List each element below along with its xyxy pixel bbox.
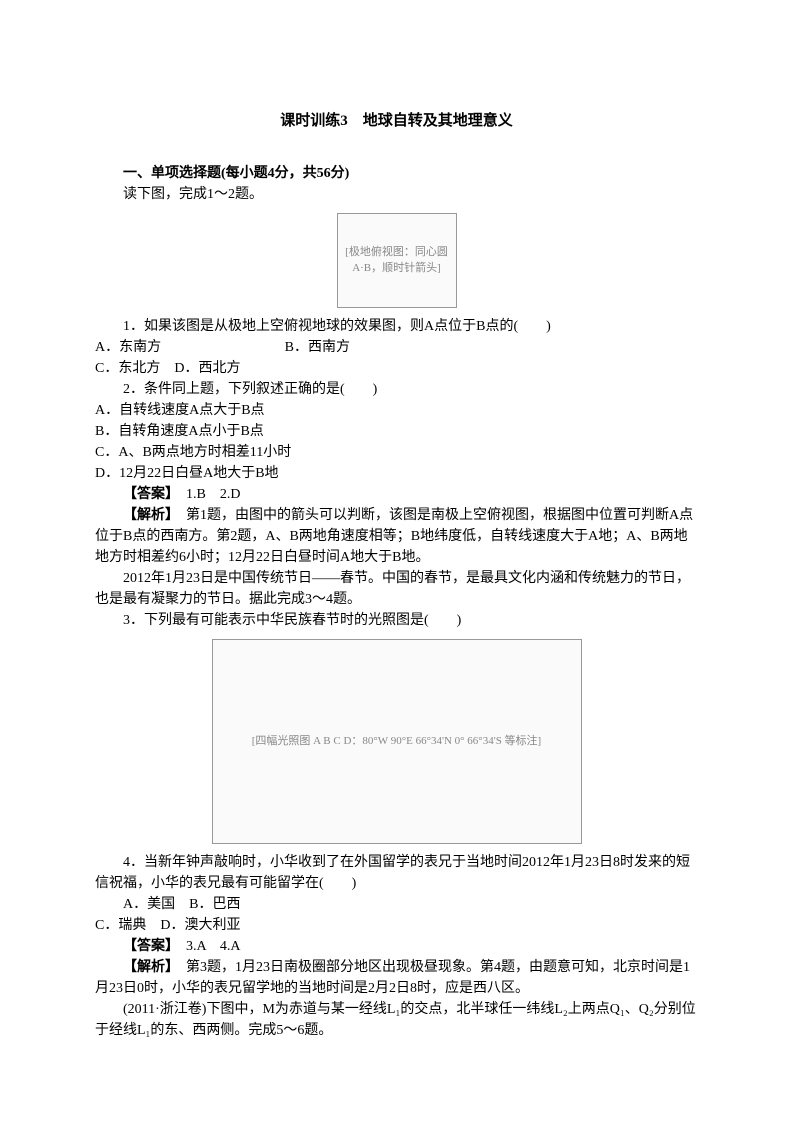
- q4-options-line1: A．美国 B．巴西: [95, 894, 698, 915]
- explain-1-2-label: 【解析】: [123, 508, 172, 523]
- answer-1-2-label: 【答案】: [123, 487, 172, 502]
- section-header: 一、单项选择题(每小题4分，共56分): [95, 163, 698, 184]
- q4-stem: 4．当新年钟声敲响时，小华收到了在外国留学的表兄于当地时间2012年1月23日8…: [95, 852, 698, 894]
- figure-2: [四幅光照图 A B C D：80°W 90°E 66°34'N 0° 66°3…: [212, 639, 582, 844]
- answer-1-2: 【答案】 1.B 2.D: [95, 484, 698, 505]
- figure-2-container: [四幅光照图 A B C D：80°W 90°E 66°34'N 0° 66°3…: [95, 639, 698, 844]
- explain-1-2: 【解析】 第1题，由图中的箭头可以判断，该图是南极上空俯视图，根据图中位置可判断…: [95, 505, 698, 568]
- answer-3-4-label: 【答案】: [123, 939, 172, 954]
- intro-3-4: 2012年1月23日是中国传统节日——春节。中国的春节，是最具文化内涵和传统魅力…: [95, 568, 698, 610]
- q1-options-line2: C．东北方 D．西北方: [95, 358, 698, 379]
- q2-optA: A．自转线速度A点大于B点: [95, 400, 698, 421]
- q4-options-line2: C．瑞典 D．澳大利亚: [95, 915, 698, 936]
- explain-3-4-label: 【解析】: [123, 960, 172, 975]
- figure-1-container: [极地俯视图：同心圆A·B，顺时针箭头]: [95, 213, 698, 308]
- intro-1-2: 读下图，完成1～2题。: [95, 184, 698, 205]
- explain-1-2-text: 第1题，由图中的箭头可以判断，该图是南极上空俯视图，根据图中位置可判断A点位于B…: [95, 508, 693, 565]
- q1-optB: B．西南方: [285, 337, 350, 358]
- section-header-text: 一、单项选择题(每小题4分，共56分): [123, 166, 349, 181]
- q2-optC: C．A、B两点地方时相差11小时: [95, 442, 698, 463]
- intro-5-6: (2011·浙江卷)下图中，M为赤道与某一经线L₁的交点，北半球任一纬线L₂上两…: [95, 999, 698, 1041]
- explain-3-4-text: 第3题，1月23日南极圈部分地区出现极昼现象。第4题，由题意可知，北京时间是1月…: [95, 960, 690, 996]
- answer-1-2-text: 1.B 2.D: [172, 487, 240, 502]
- page-title: 课时训练3 地球自转及其地理意义: [95, 110, 698, 133]
- answer-3-4-text: 3.A 4.A: [172, 939, 240, 954]
- figure-1: [极地俯视图：同心圆A·B，顺时针箭头]: [337, 213, 457, 308]
- q3-stem: 3．下列最有可能表示中华民族春节时的光照图是( ): [95, 610, 698, 631]
- q2-stem: 2．条件同上题，下列叙述正确的是( ): [95, 379, 698, 400]
- explain-3-4: 【解析】 第3题，1月23日南极圈部分地区出现极昼现象。第4题，由题意可知，北京…: [95, 957, 698, 999]
- q2-optB: B．自转角速度A点小于B点: [95, 421, 698, 442]
- q1-stem: 1．如果该图是从极地上空俯视地球的效果图，则A点位于B点的( ): [95, 316, 698, 337]
- q1-options-line1: A．东南方 B．西南方: [95, 337, 698, 358]
- answer-3-4: 【答案】 3.A 4.A: [95, 936, 698, 957]
- q1-optA: A．东南方: [95, 337, 161, 358]
- q2-optD: D．12月22日白昼A地大于B地: [95, 463, 698, 484]
